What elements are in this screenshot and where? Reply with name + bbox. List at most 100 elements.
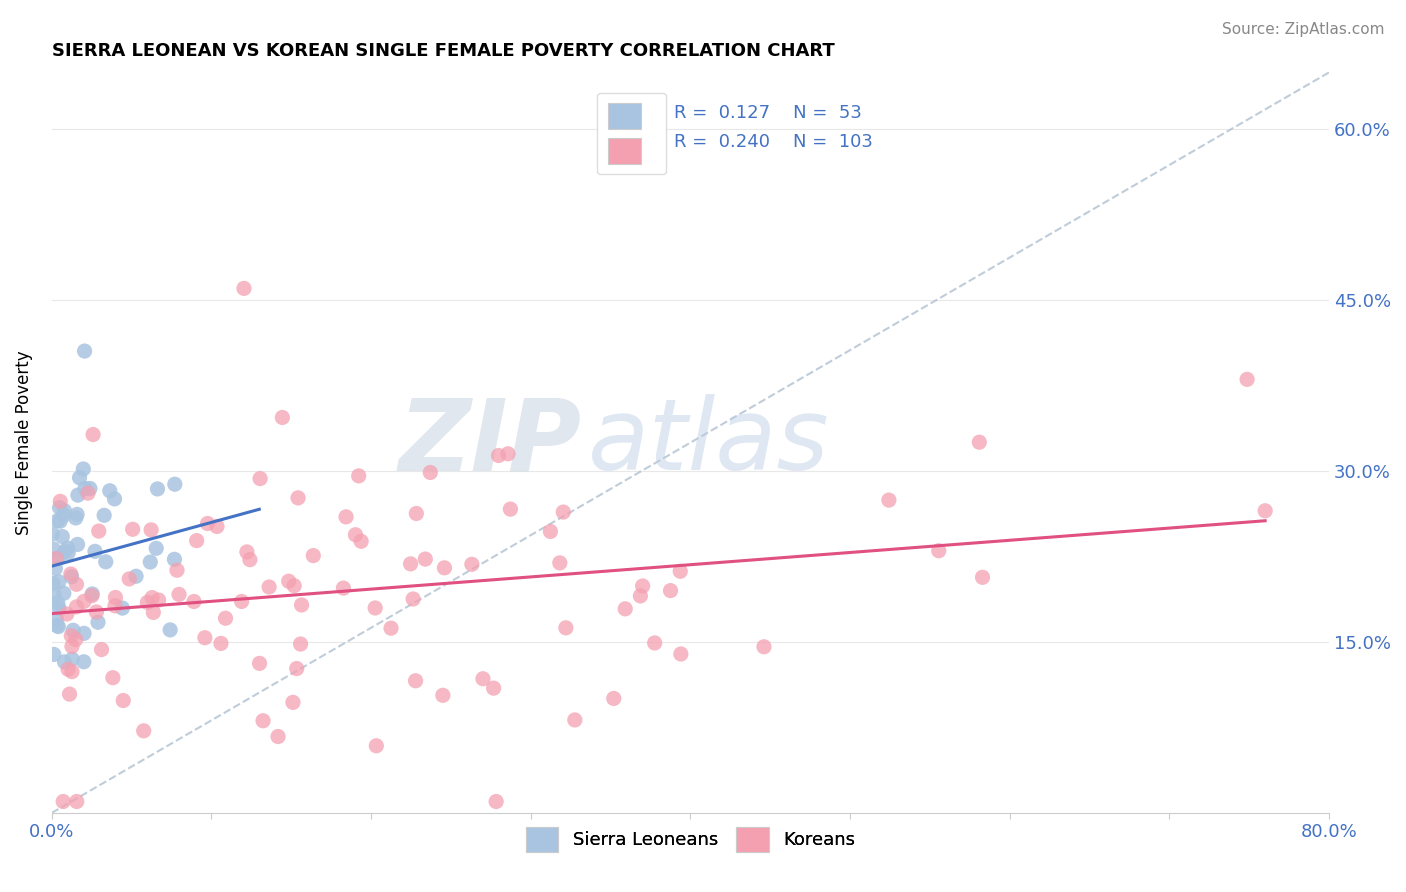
Point bbox=[488, 449, 510, 463]
Point bbox=[60, 629, 83, 643]
Point bbox=[380, 621, 402, 635]
Point bbox=[183, 594, 205, 608]
Point bbox=[644, 636, 666, 650]
Point bbox=[45, 551, 67, 566]
Point bbox=[46, 514, 69, 528]
Point bbox=[603, 691, 626, 706]
Point bbox=[1236, 372, 1258, 386]
Point bbox=[344, 528, 367, 542]
Point bbox=[419, 466, 441, 480]
Point bbox=[554, 621, 576, 635]
Point bbox=[45, 612, 67, 626]
Point bbox=[233, 281, 256, 295]
Point bbox=[249, 657, 271, 671]
Point bbox=[73, 481, 96, 495]
Point bbox=[290, 598, 312, 612]
Point bbox=[283, 579, 305, 593]
Text: Source: ZipAtlas.com: Source: ZipAtlas.com bbox=[1222, 22, 1385, 37]
Point bbox=[66, 488, 89, 502]
Point bbox=[48, 550, 70, 565]
Point bbox=[249, 472, 271, 486]
Point bbox=[281, 695, 304, 709]
Point bbox=[538, 524, 561, 539]
Point bbox=[42, 576, 65, 591]
Point bbox=[628, 589, 651, 603]
Point bbox=[46, 618, 69, 632]
Point bbox=[58, 546, 80, 560]
Point bbox=[148, 593, 170, 607]
Point bbox=[60, 665, 83, 679]
Point bbox=[56, 607, 79, 621]
Point bbox=[485, 795, 508, 809]
Point bbox=[366, 739, 388, 753]
Point bbox=[66, 795, 89, 809]
Point bbox=[287, 491, 309, 505]
Point bbox=[548, 556, 571, 570]
Point bbox=[499, 502, 522, 516]
Point bbox=[432, 689, 454, 703]
Point bbox=[167, 587, 190, 601]
Point bbox=[56, 662, 79, 676]
Point bbox=[231, 594, 253, 608]
Point bbox=[66, 508, 89, 522]
Point bbox=[236, 545, 259, 559]
Point bbox=[121, 522, 143, 536]
Point bbox=[82, 427, 104, 442]
Point bbox=[65, 599, 87, 614]
Point bbox=[482, 681, 505, 695]
Point bbox=[972, 570, 994, 584]
Legend: Sierra Leoneans, Koreans: Sierra Leoneans, Koreans bbox=[519, 820, 862, 859]
Point bbox=[347, 468, 370, 483]
Text: R =  0.127    N =  53: R = 0.127 N = 53 bbox=[673, 103, 862, 121]
Point bbox=[277, 574, 299, 589]
Point bbox=[399, 557, 422, 571]
Point bbox=[48, 574, 70, 589]
Point bbox=[332, 581, 354, 595]
Point bbox=[553, 505, 575, 519]
Point bbox=[94, 555, 117, 569]
Point bbox=[73, 626, 96, 640]
Point bbox=[186, 533, 208, 548]
Point bbox=[302, 549, 325, 563]
Point bbox=[139, 555, 162, 569]
Point bbox=[669, 647, 692, 661]
Point bbox=[53, 655, 76, 669]
Point bbox=[84, 544, 107, 558]
Point bbox=[402, 592, 425, 607]
Point bbox=[405, 507, 427, 521]
Point bbox=[433, 561, 456, 575]
Point bbox=[163, 477, 186, 491]
Point bbox=[659, 583, 682, 598]
Point bbox=[77, 486, 100, 500]
Point bbox=[58, 687, 80, 701]
Point bbox=[65, 632, 87, 647]
Point bbox=[60, 640, 83, 654]
Point bbox=[194, 631, 217, 645]
Point bbox=[46, 596, 69, 610]
Point bbox=[42, 541, 65, 556]
Point bbox=[73, 655, 96, 669]
Point bbox=[42, 588, 65, 602]
Point bbox=[145, 541, 167, 556]
Point bbox=[87, 615, 110, 630]
Point bbox=[52, 508, 75, 523]
Text: atlas: atlas bbox=[588, 394, 830, 491]
Point bbox=[53, 504, 76, 518]
Text: ZIP: ZIP bbox=[399, 394, 582, 491]
Point bbox=[631, 579, 654, 593]
Point bbox=[82, 587, 104, 601]
Point bbox=[239, 552, 262, 566]
Point bbox=[49, 494, 72, 508]
Point bbox=[364, 601, 387, 615]
Y-axis label: Single Female Poverty: Single Female Poverty bbox=[15, 351, 32, 535]
Point bbox=[877, 493, 900, 508]
Point bbox=[53, 544, 76, 558]
Point bbox=[139, 523, 162, 537]
Point bbox=[56, 541, 79, 555]
Point bbox=[118, 572, 141, 586]
Point bbox=[111, 601, 134, 615]
Point bbox=[48, 500, 70, 515]
Point bbox=[51, 529, 73, 543]
Point bbox=[1254, 504, 1277, 518]
Point bbox=[87, 524, 110, 538]
